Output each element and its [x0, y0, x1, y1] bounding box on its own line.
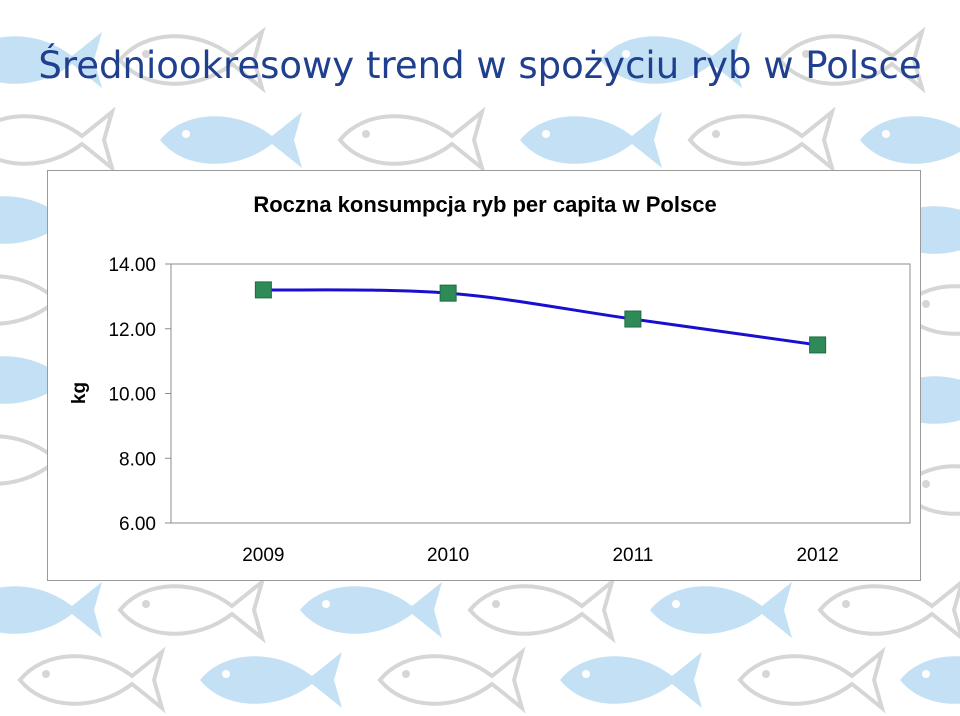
slide-title: Średniookresowy trend w spożyciu ryb w P… — [38, 44, 922, 87]
series-line — [263, 288, 818, 347]
data-point-marker — [624, 310, 642, 328]
y-tick-label: 8.00 — [119, 449, 156, 470]
y-tick-label: 10.00 — [108, 385, 156, 406]
line-chart: Roczna konsumpcja ryb per capita w Polsc… — [69, 192, 911, 566]
data-point-marker — [254, 281, 272, 299]
x-tick-label: 2009 — [242, 545, 284, 566]
y-tick-label: 14.00 — [108, 255, 156, 276]
y-tick-label: 12.00 — [108, 320, 156, 341]
data-point-marker — [809, 336, 827, 354]
chart-title: Roczna konsumpcja ryb per capita w Polsc… — [253, 192, 716, 217]
y-axis-label: kg — [69, 382, 90, 404]
x-tick-label: 2012 — [796, 545, 838, 566]
x-tick-label: 2011 — [612, 545, 653, 566]
x-tick-label: 2010 — [427, 545, 469, 566]
chart-panel: Roczna konsumpcja ryb per capita w Polsc… — [47, 170, 921, 581]
plot-area — [170, 263, 911, 524]
y-tick-label: 6.00 — [119, 514, 156, 535]
data-point-marker — [439, 284, 457, 302]
